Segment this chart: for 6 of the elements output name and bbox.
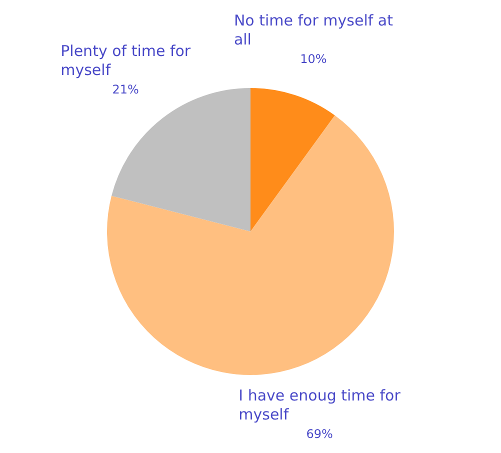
slice-label: Plenty of time for myself xyxy=(60,42,192,79)
data-label: 10% xyxy=(300,52,327,66)
slice-label: No time for myself at all xyxy=(234,11,394,48)
data-label: 69% xyxy=(306,427,333,442)
data-label: 21% xyxy=(112,82,139,97)
slice-label: I have enoug time for myself xyxy=(238,386,402,424)
